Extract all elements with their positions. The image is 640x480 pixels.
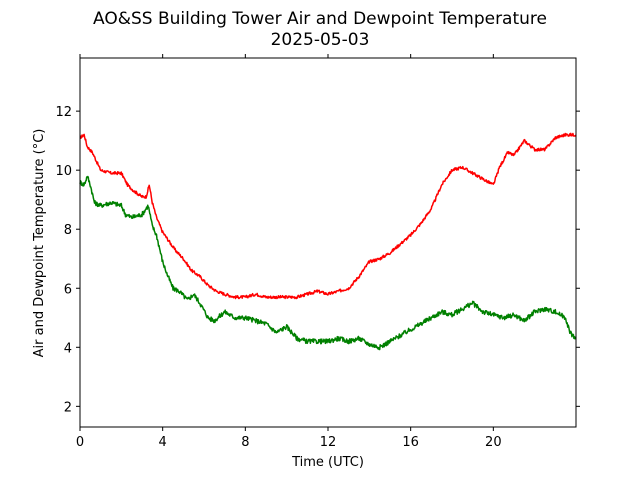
- x-tick-label: 12: [320, 435, 337, 450]
- x-tick-label: 16: [402, 435, 419, 450]
- y-axis-label: Air and Dewpoint Temperature (°C): [32, 129, 47, 358]
- x-tick-label: 20: [485, 435, 502, 450]
- chart-subtitle: 2025-05-03: [271, 30, 370, 50]
- y-tick-label: 12: [55, 105, 72, 120]
- plot-frame: [79, 57, 577, 428]
- y-tick-label: 2: [64, 400, 72, 415]
- air-temperature-line: [79, 132, 577, 300]
- x-tick-label: 8: [241, 435, 249, 450]
- y-tick-label: 10: [55, 164, 72, 179]
- y-tick-label: 8: [64, 223, 72, 238]
- chart-title: AO&SS Building Tower Air and Dewpoint Te…: [93, 9, 547, 29]
- y-tick-label: 6: [64, 282, 72, 297]
- dewpoint-temperature-line: [79, 175, 577, 351]
- x-tick-label: 4: [159, 435, 167, 450]
- series-layer: [79, 132, 577, 351]
- y-tick-label: 4: [64, 341, 72, 356]
- x-axis-label: Time (UTC): [291, 455, 364, 470]
- x-tick-label: 0: [76, 435, 84, 450]
